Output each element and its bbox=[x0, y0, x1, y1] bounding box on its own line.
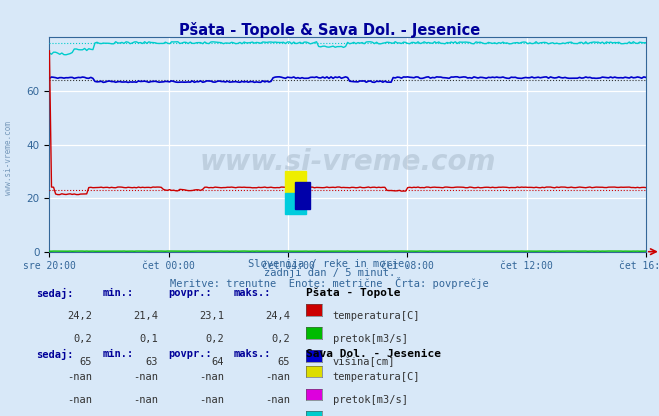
Text: maks.:: maks.: bbox=[234, 349, 272, 359]
Text: sedaj:: sedaj: bbox=[36, 349, 74, 361]
Text: 0,1: 0,1 bbox=[140, 334, 158, 344]
Text: -nan: -nan bbox=[133, 395, 158, 405]
Text: -nan: -nan bbox=[67, 395, 92, 405]
Text: Meritve: trenutne  Enote: metrične  Črta: povprečje: Meritve: trenutne Enote: metrične Črta: … bbox=[170, 277, 489, 289]
Text: -nan: -nan bbox=[133, 372, 158, 382]
Text: temperatura[C]: temperatura[C] bbox=[333, 372, 420, 382]
Text: 0,2: 0,2 bbox=[206, 334, 224, 344]
Text: min.:: min.: bbox=[102, 349, 133, 359]
Text: 21,4: 21,4 bbox=[133, 311, 158, 321]
Text: Slovenija / reke in morje.: Slovenija / reke in morje. bbox=[248, 259, 411, 269]
Text: zadnji dan / 5 minut.: zadnji dan / 5 minut. bbox=[264, 268, 395, 278]
Text: Pšata - Topole & Sava Dol. - Jesenice: Pšata - Topole & Sava Dol. - Jesenice bbox=[179, 22, 480, 37]
Text: Sava Dol. - Jesenice: Sava Dol. - Jesenice bbox=[306, 349, 442, 359]
Text: 24,2: 24,2 bbox=[67, 311, 92, 321]
Text: pretok[m3/s]: pretok[m3/s] bbox=[333, 395, 408, 405]
Text: -nan: -nan bbox=[199, 395, 224, 405]
Text: 65: 65 bbox=[277, 357, 290, 366]
Text: 0,2: 0,2 bbox=[272, 334, 290, 344]
Text: min.:: min.: bbox=[102, 288, 133, 298]
Text: temperatura[C]: temperatura[C] bbox=[333, 311, 420, 321]
Text: -nan: -nan bbox=[199, 372, 224, 382]
Text: pretok[m3/s]: pretok[m3/s] bbox=[333, 334, 408, 344]
Text: www.si-vreme.com: www.si-vreme.com bbox=[200, 148, 496, 176]
Text: 0,2: 0,2 bbox=[74, 334, 92, 344]
Text: povpr.:: povpr.: bbox=[168, 288, 212, 298]
Bar bbox=[285, 171, 306, 193]
Text: povpr.:: povpr.: bbox=[168, 349, 212, 359]
Text: višina[cm]: višina[cm] bbox=[333, 357, 395, 367]
Text: -nan: -nan bbox=[67, 372, 92, 382]
Text: 65: 65 bbox=[80, 357, 92, 366]
Text: sedaj:: sedaj: bbox=[36, 288, 74, 299]
Text: -nan: -nan bbox=[265, 395, 290, 405]
Text: Pšata - Topole: Pšata - Topole bbox=[306, 288, 401, 298]
Text: 24,4: 24,4 bbox=[265, 311, 290, 321]
Text: -nan: -nan bbox=[265, 372, 290, 382]
Text: 23,1: 23,1 bbox=[199, 311, 224, 321]
Text: maks.:: maks.: bbox=[234, 288, 272, 298]
Bar bbox=[285, 193, 306, 214]
Text: 63: 63 bbox=[146, 357, 158, 366]
Text: www.si-vreme.com: www.si-vreme.com bbox=[4, 121, 13, 195]
Text: 64: 64 bbox=[212, 357, 224, 366]
Bar bbox=[295, 182, 310, 209]
